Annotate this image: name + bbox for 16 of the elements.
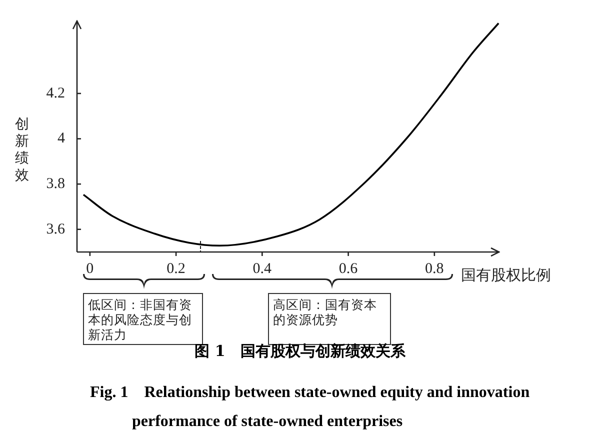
x-tick-label: 0.2 <box>166 260 186 277</box>
y-tick-label: 4 <box>58 130 66 147</box>
text: 低区间：非国有资本的风险态度与创新活力 <box>88 297 192 342</box>
text: Fig. 1 Relationship between state-owned equity and innovation performance of state-owned enterprises <box>90 383 531 432</box>
x-axis-title: 国有股权比例 <box>461 266 551 284</box>
x-tick-label: 0 <box>86 260 94 277</box>
line-series <box>82 22 500 247</box>
x-tick-label: 0.6 <box>338 260 358 277</box>
y-tick-label: 3.6 <box>46 221 66 238</box>
y-axis-title: 创新绩效 <box>15 116 29 184</box>
y-tick-label: 4.2 <box>46 85 65 102</box>
y-tick-label: 3.8 <box>46 176 65 192</box>
x-tick-label: 0.8 <box>425 260 444 277</box>
text: 图 1 国有股权与创新绩效关系 <box>194 342 406 361</box>
text: 高区间：国有资本的资源优势 <box>273 297 377 327</box>
x-tick-label: 0.4 <box>252 260 272 277</box>
